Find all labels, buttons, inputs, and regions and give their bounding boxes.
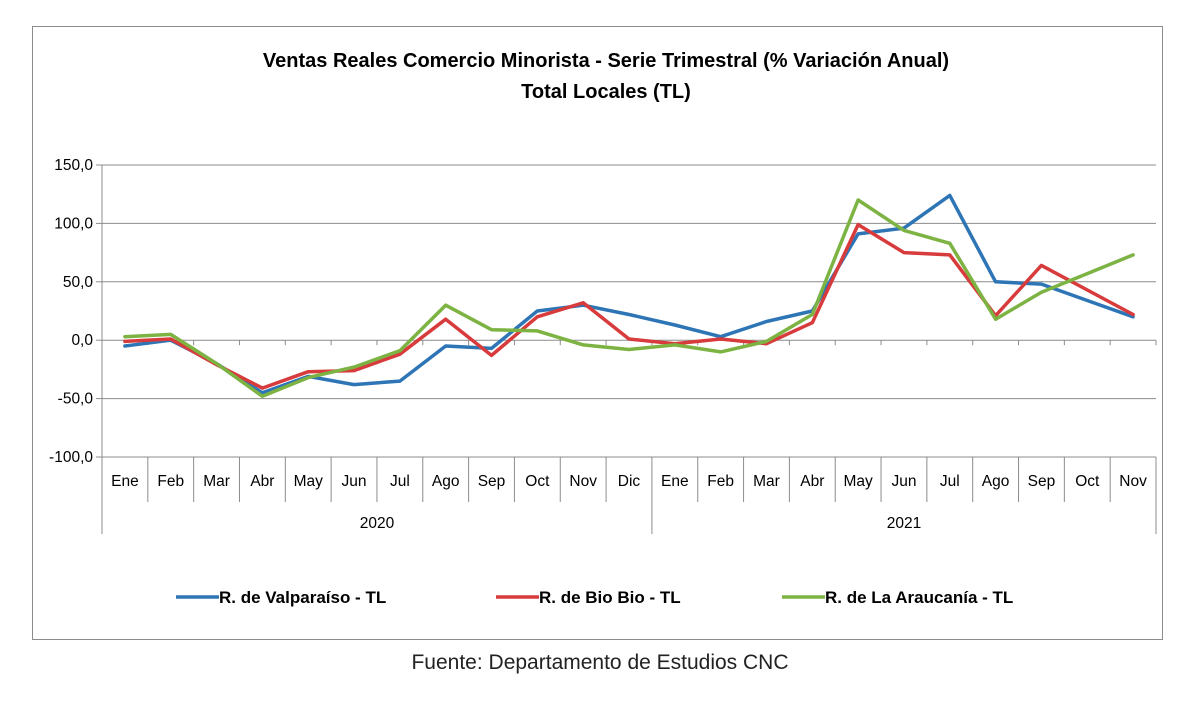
x-tick-label: Dic (618, 473, 641, 490)
x-tick-label: Abr (250, 473, 274, 490)
x-tick-label: Nov (1119, 473, 1147, 490)
x-tick-label: May (294, 473, 324, 490)
x-tick-label: Feb (707, 473, 734, 490)
y-tick-label: 50,0 (63, 274, 94, 291)
x-tick-label: Ago (432, 473, 460, 490)
chart-title: Ventas Reales Comercio Minorista - Serie… (263, 50, 949, 72)
value-axis: -100,0 -50,0 0,0 50,0 100,0 150,0 (49, 157, 103, 466)
legend: R. de Valparaíso - TL R. de Bio Bio - TL R… (176, 588, 1013, 607)
y-tick-label: 150,0 (54, 157, 93, 174)
series-line-3 (123, 198, 1135, 399)
x-tick-label: Abr (800, 473, 824, 490)
line-chart: Ventas Reales Comercio Minorista - Serie… (49, 50, 1157, 607)
x-tick-label: May (843, 473, 873, 490)
y-tick-label: -100,0 (49, 449, 93, 466)
y-tick-label: -50,0 (58, 391, 94, 408)
y-tick-label: 0,0 (71, 332, 93, 349)
x-tick-label: Oct (525, 473, 550, 490)
legend-label: R. de Bio Bio - TL (539, 588, 681, 607)
x-tick-label: Nov (569, 473, 597, 490)
chart-frame: Ventas Reales Comercio Minorista - Serie… (32, 26, 1163, 640)
source-note: Fuente: Departamento de Estudios CNC (411, 651, 789, 674)
x-tick-label: Jun (342, 473, 367, 490)
legend-label: R. de La Araucanía - TL (825, 588, 1013, 607)
y-tick-label: 100,0 (54, 215, 93, 232)
x-tick-label: Ago (982, 473, 1010, 490)
x-tick-label: Jul (390, 473, 410, 490)
series-line-2 (123, 222, 1135, 390)
x-tick-label: Sep (1028, 473, 1056, 490)
chart-subtitle: Total Locales (TL) (521, 81, 691, 103)
series-line-1 (123, 193, 1135, 395)
x-tick-label: Jun (891, 473, 916, 490)
x-tick-label: Sep (478, 473, 506, 490)
x-tick-label: Ene (661, 473, 689, 490)
category-axis: Ene Feb Mar Abr May Jun Jul Ago Sep Oct Nov Dic Ene F… (101, 340, 1157, 534)
x-tick-label: Jul (940, 473, 960, 490)
series-lines (123, 193, 1135, 399)
year-group-label: 2021 (887, 515, 921, 532)
x-tick-label: Ene (111, 473, 139, 490)
x-tick-label: Oct (1075, 473, 1100, 490)
x-tick-label: Mar (753, 473, 780, 490)
x-tick-label: Feb (157, 473, 184, 490)
x-tick-label: Mar (203, 473, 230, 490)
legend-label: R. de Valparaíso - TL (219, 588, 386, 607)
year-group-label: 2020 (360, 515, 395, 532)
